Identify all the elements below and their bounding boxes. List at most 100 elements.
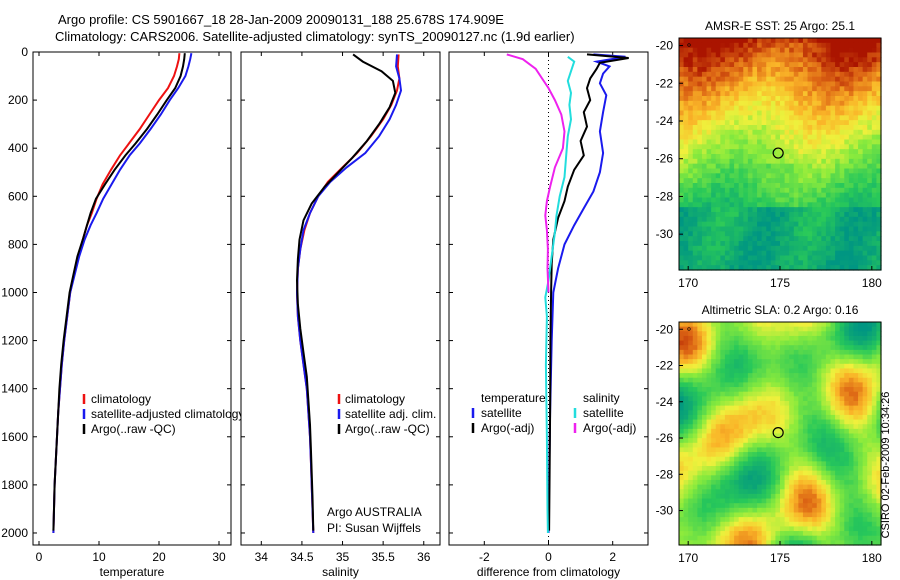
sla_map-heatmap-cell [839,433,845,439]
sst_map-heatmap-cell [706,154,712,160]
sla_map-heatmap-cell [738,475,744,481]
sla_map-heatmap-cell [711,470,717,476]
sla_map-heatmap-cell [724,526,731,532]
sla_map-heatmap-cell [752,438,758,444]
sla_map-heatmap-cell [802,507,809,514]
sla_map-heatmap-cell [711,498,717,504]
sla_map-heatmap-cell [766,349,772,356]
sla_map-heatmap-cell [711,531,717,537]
sla_map-heatmap-cell [821,424,827,430]
sst_map-heatmap-cell [770,178,777,184]
sst_map-heatmap-cell [835,250,841,257]
sst_map-heatmap-cell [835,62,841,68]
sst_map-heatmap-cell [724,241,731,247]
sst_map-heatmap-cell [867,100,873,107]
sst_map-heatmap-cell [679,212,685,218]
sla_map-heatmap-cell [720,452,726,458]
sla_map-heatmap-cell [802,322,809,328]
sst_map-heatmap-cell [757,144,763,150]
sla_map-heatmap-cell [848,382,855,388]
sla_map-heatmap-cell [816,540,822,546]
sst_map-heatmap-cell [802,260,809,266]
sla_map-heatmap-cell [701,391,708,397]
sla_map-heatmap-cell [862,354,868,360]
sst_map-heatmap-cell [711,47,717,54]
sst_map-heatmap-cell [770,173,777,179]
sla_map-heatmap-cell [802,326,809,332]
sla_map-heatmap-cell [848,396,855,402]
sla_map-heatmap-cell [839,438,845,444]
sla_map-heatmap-cell [876,526,882,532]
sst_map-heatmap-cell [835,154,841,160]
sst_map-heatmap-cell [780,212,786,218]
difference-series-line [547,53,626,534]
sst_map-heatmap-cell [697,71,703,78]
sst_map-heatmap-cell [844,158,850,165]
sla_map-heatmap-cell [775,447,781,453]
sla_map-heatmap-cell [692,428,698,435]
sla_map-heatmap-cell [775,466,781,472]
sla_map-heatmap-cell [821,405,827,411]
sst_map-heatmap-cell [825,183,832,189]
sst_map-heatmap-cell [853,38,859,44]
sst_map-heatmap-cell [839,226,845,232]
sla_map-heatmap-cell [775,424,781,430]
sst_map-heatmap-cell [793,76,799,83]
sla_map-heatmap-cell [720,363,726,370]
sst_map-heatmap-cell [738,241,744,247]
sla_map-heatmap-cell [830,512,836,518]
sst_map-heatmap-cell [876,197,882,203]
sla_map-heatmap-cell [701,503,708,509]
sst_map-heatmap-cell [821,100,827,107]
sst_map-heatmap-cell [793,207,799,213]
sst_map-heatmap-cell [793,100,799,107]
sla_map-heatmap-cell [757,479,763,486]
sla_map-heatmap-cell [752,512,758,518]
sst_map-heatmap-cell [692,71,698,78]
sla_map-heatmap-cell [835,507,841,514]
sla_map-heatmap-cell [812,331,818,337]
sst_map-heatmap-cell [692,105,698,112]
sla_map-heatmap-cell [780,363,786,370]
sla_map-heatmap-cell [747,373,754,379]
sla_map-heatmap-cell [757,424,763,430]
sla_map-heatmap-cell [743,410,749,416]
sla_map-heatmap-cell [724,517,731,523]
sst_map-heatmap-cell [720,105,726,112]
sst_map-heatmap-cell [775,129,781,136]
sla_map-heatmap-cell [697,428,703,435]
sst_map-heatmap-cell [761,216,767,223]
sla_map-heatmap-cell [802,349,809,356]
sst_map-heatmap-cell [738,100,744,107]
sla_map-heatmap-cell [853,475,859,481]
sst_map-heatmap-cell [724,163,731,170]
sla_map-heatmap-cell [701,368,708,374]
sla_map-heatmap-cell [775,442,781,449]
sla_map-heatmap-cell [848,438,855,444]
sla_map-heatmap-cell [775,373,781,379]
sla_map-heatmap-cell [688,345,694,351]
sla_map-heatmap-cell [789,331,795,337]
sla_map-heatmap-cell [683,359,689,365]
sst_map-heatmap-cell [770,241,777,247]
sla_map-heatmap-cell [825,442,832,449]
sla_map-heatmap-cell [848,442,855,449]
sst_map-heatmap-cell [757,149,763,155]
sla_map-heatmap-cell [862,391,868,397]
sst_map-heatmap-cell [766,91,772,97]
sst_map-heatmap-cell [715,178,721,184]
sst_map-heatmap-cell [743,207,749,213]
sla_map-heatmap-cell [830,331,836,337]
sla_map-heatmap-cell [812,452,818,458]
sst_map-heatmap-cell [761,236,767,242]
sst_map-ytick-label: -28 [656,189,674,203]
sla_map-heatmap-cell [743,396,749,402]
sst_map-heatmap-cell [812,197,818,203]
sla_map-heatmap-cell [683,410,689,416]
sla_map-heatmap-cell [812,531,818,537]
sla_map-heatmap-cell [812,382,818,388]
sst_map-heatmap-cell [798,178,804,184]
sla_map-heatmap-cell [715,526,721,532]
sst_map-heatmap-cell [871,265,878,271]
sst_map-heatmap-cell [738,255,744,261]
